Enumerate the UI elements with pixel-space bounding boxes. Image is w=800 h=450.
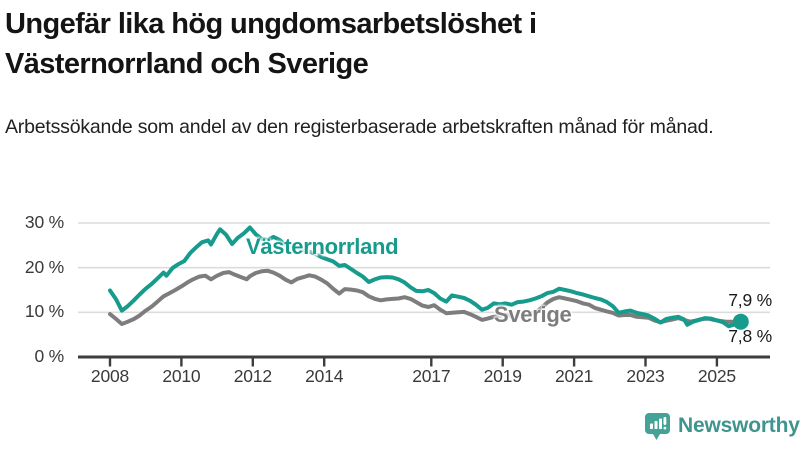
newsworthy-logo-icon bbox=[645, 412, 670, 440]
series-end-dot bbox=[732, 313, 749, 330]
end-value-label-vasternorrland: 7,9 % bbox=[728, 290, 772, 310]
brand-footer: Newsworthy bbox=[644, 411, 800, 441]
series-label-vasternorrland: Västernorrland bbox=[246, 234, 399, 259]
chart-subtitle: Arbetssökande som andel av den registerb… bbox=[5, 116, 714, 138]
page-title: Ungefär lika hög ungdomsarbetslöshet i V… bbox=[5, 8, 537, 81]
series-label-sverige: Sverige bbox=[494, 302, 572, 327]
end-value-label-sverige: 7,8 % bbox=[728, 326, 772, 346]
series-line-vsternorrland bbox=[108, 225, 743, 329]
series-line-sverige bbox=[108, 268, 743, 326]
brand-name: Newsworthy bbox=[678, 414, 800, 437]
